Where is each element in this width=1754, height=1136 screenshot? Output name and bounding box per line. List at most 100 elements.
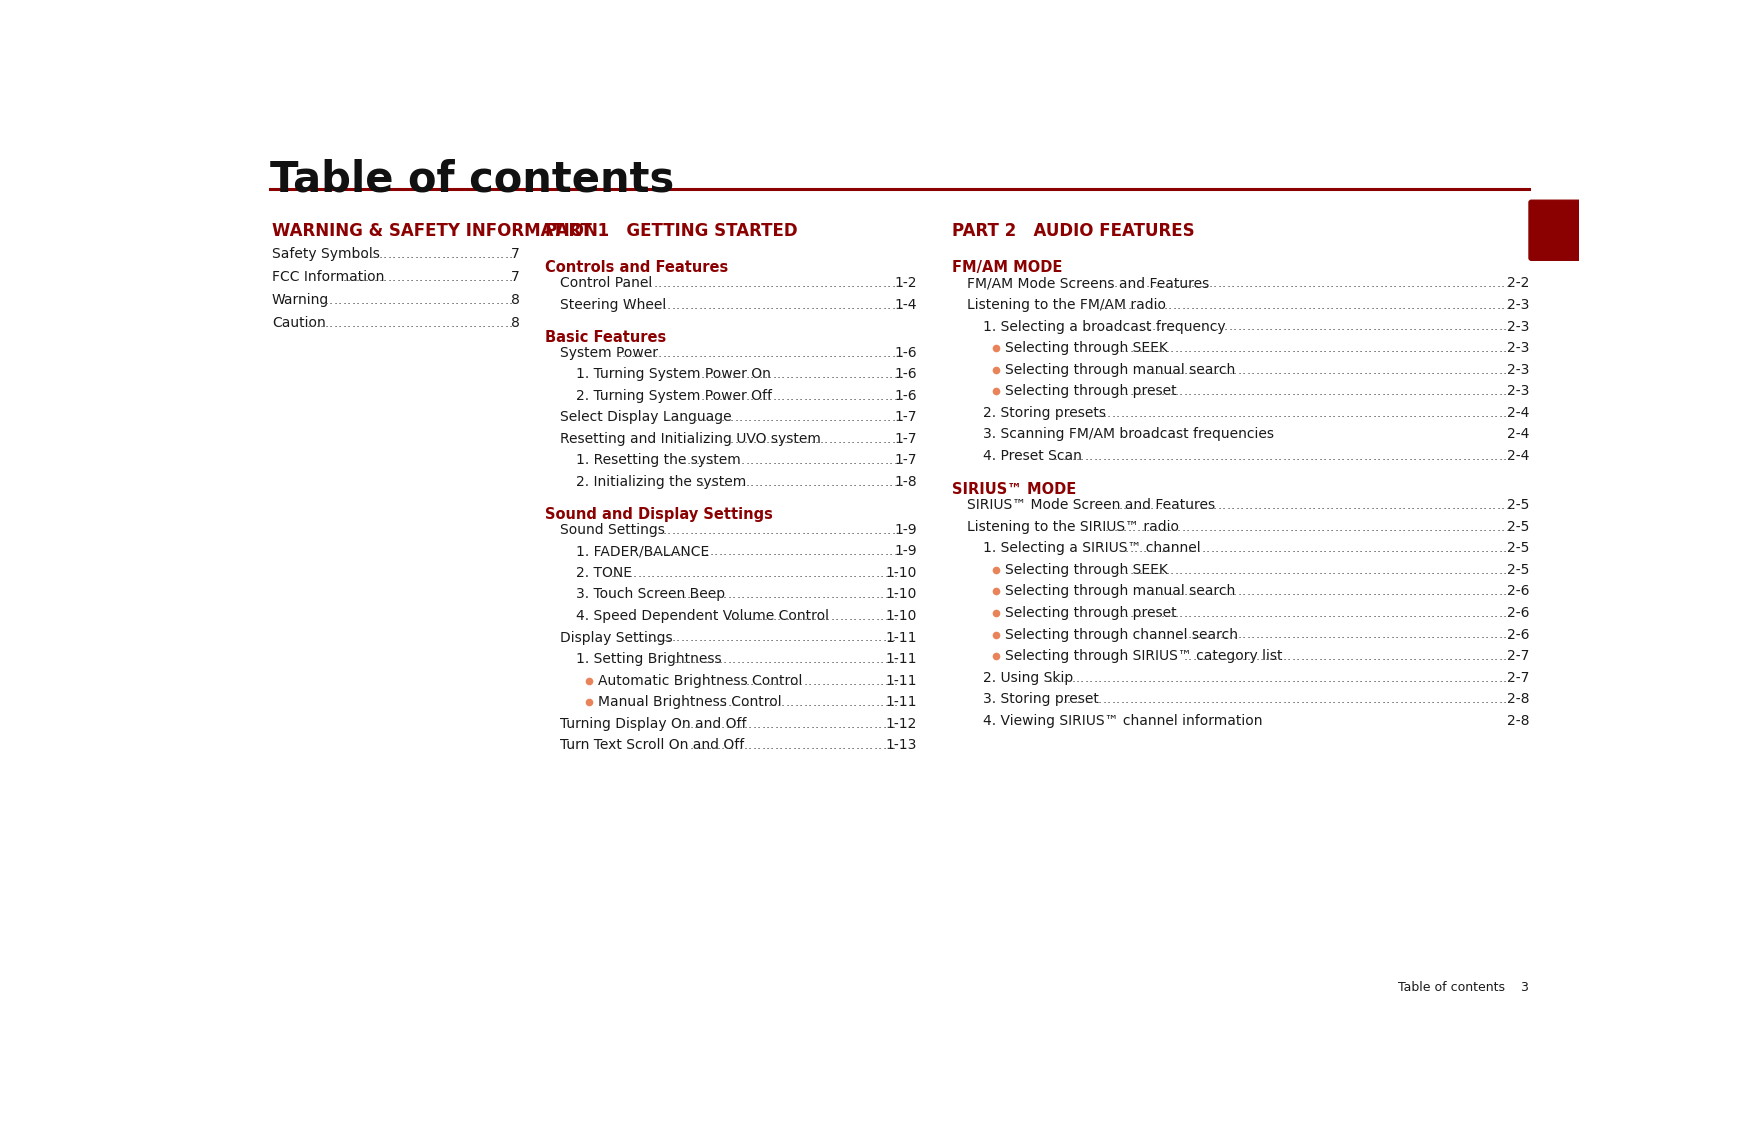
Text: .: . [370,248,374,261]
Text: .: . [1417,320,1421,333]
Text: .: . [1491,277,1496,291]
Text: .: . [700,567,705,579]
Text: .: . [1345,671,1349,685]
Text: .: . [1254,277,1258,291]
Text: .: . [752,411,756,424]
Text: .: . [1422,607,1426,620]
Text: .: . [405,248,409,261]
Text: .: . [866,675,870,687]
Text: .: . [1254,499,1258,512]
Text: Selecting through SEEK: Selecting through SEEK [1005,341,1168,356]
Text: .: . [1196,693,1201,707]
Text: .: . [816,718,819,730]
Text: .: . [835,567,838,579]
Text: .: . [1426,342,1430,354]
Text: .: . [833,299,837,312]
Text: .: . [672,277,675,291]
Text: .: . [1224,628,1228,642]
Text: .: . [1112,342,1116,354]
Text: .: . [1237,671,1242,685]
Text: .: . [1503,542,1507,556]
Text: .: . [1323,320,1328,333]
Text: .: . [1484,628,1489,642]
Text: .: . [761,346,765,360]
Text: .: . [1216,628,1219,642]
Text: .: . [844,476,849,488]
Text: .: . [786,567,789,579]
Text: .: . [1266,277,1272,291]
Text: .: . [709,390,714,402]
Text: .: . [1422,671,1426,685]
Text: .: . [1459,499,1465,512]
Text: .: . [1466,320,1472,333]
Text: .: . [1363,385,1368,398]
Text: .: . [703,718,707,730]
Text: .: . [1410,520,1415,534]
Text: .: . [693,632,698,644]
Text: .: . [1279,563,1282,577]
Text: .: . [1440,542,1444,556]
Text: .: . [1196,671,1201,685]
Text: .: . [1465,520,1468,534]
Text: .: . [847,740,851,752]
Text: .: . [1444,542,1449,556]
Text: .: . [770,718,774,730]
Text: .: . [1184,650,1187,663]
Text: .: . [1151,499,1154,512]
Text: .: . [754,390,758,402]
Text: .: . [1386,320,1389,333]
Text: .: . [1100,299,1105,312]
Text: .: . [1351,628,1354,642]
Text: .: . [723,454,726,467]
Text: .: . [745,454,749,467]
Text: .: . [756,433,761,445]
Text: .: . [800,368,803,382]
Text: .: . [1391,693,1394,707]
Text: .: . [1224,671,1228,685]
Text: .: . [819,346,824,360]
Text: .: . [1426,385,1430,398]
Text: .: . [1394,385,1400,398]
Text: .: . [1191,277,1194,291]
Text: .: . [1089,671,1093,685]
Text: .: . [1273,607,1277,620]
Text: .: . [365,272,368,284]
Text: .: . [1480,563,1484,577]
Text: .: . [847,277,851,291]
Text: .: . [1417,628,1421,642]
Text: .: . [1454,607,1458,620]
Text: .: . [437,248,440,261]
Text: .: . [1216,407,1219,419]
Text: .: . [396,294,400,307]
Text: .: . [1330,520,1335,534]
Text: .: . [1386,693,1389,707]
Text: .: . [1147,607,1152,620]
Text: .: . [410,294,414,307]
Text: .: . [365,248,368,261]
Text: .: . [1386,607,1389,620]
Text: .: . [763,567,766,579]
Text: .: . [735,740,738,752]
Text: .: . [781,454,786,467]
Text: .: . [1366,299,1370,312]
Text: .: . [1377,671,1380,685]
Text: .: . [1224,542,1228,556]
Text: .: . [873,632,877,644]
Text: .: . [1233,342,1237,354]
Text: .: . [868,433,873,445]
Text: .: . [896,411,900,424]
Text: .: . [663,632,667,644]
Text: .: . [1131,299,1137,312]
Text: .: . [1259,650,1265,663]
Text: .: . [893,545,898,558]
Text: .: . [1454,450,1458,462]
Text: .: . [1266,299,1272,312]
Text: .: . [1130,342,1133,354]
Text: .: . [1368,585,1372,599]
Text: .: . [891,718,896,730]
Text: .: . [893,610,898,623]
Text: .: . [672,632,675,644]
Text: .: . [414,294,419,307]
Text: .: . [1179,563,1184,577]
Text: .: . [1224,385,1228,398]
